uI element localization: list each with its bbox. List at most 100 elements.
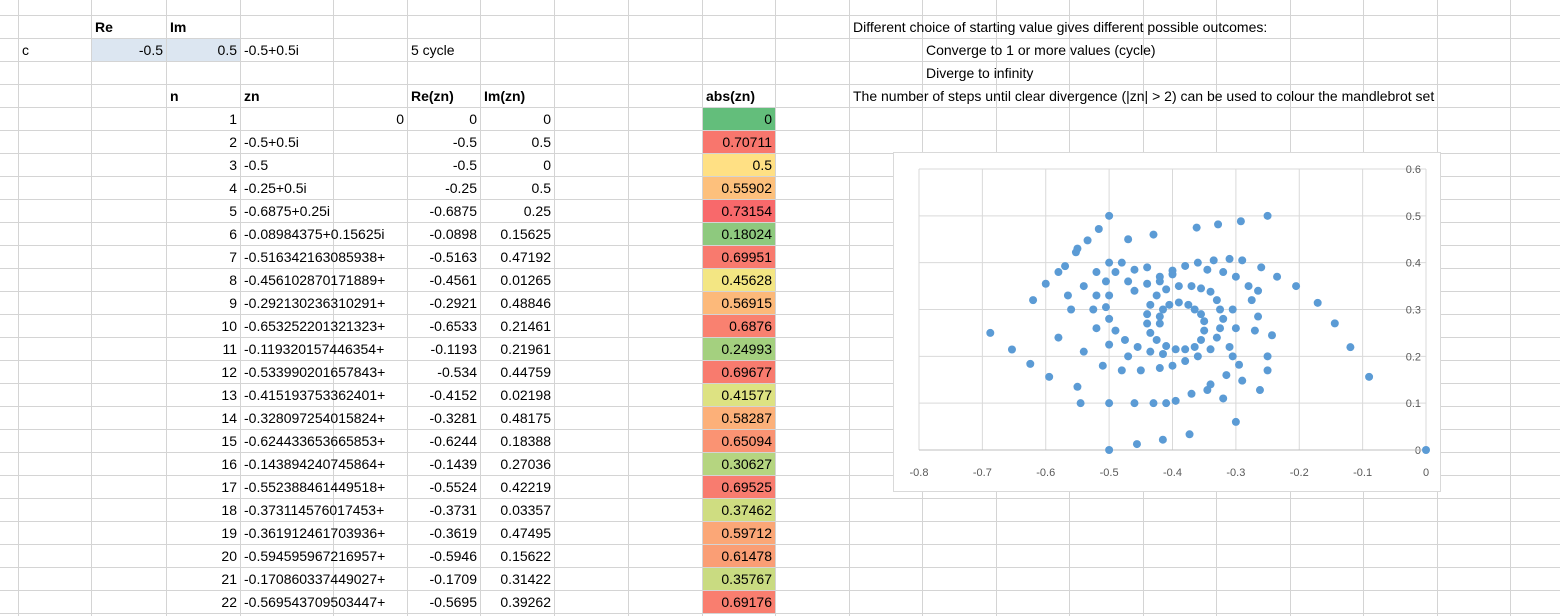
abs-zn-value[interactable]: 0.18024 [721,226,772,242]
im-zn-value[interactable]: 0.27036 [500,456,551,472]
re-zn-value[interactable]: -0.1439 [429,456,477,472]
abs-zn-value[interactable]: 0.69677 [721,364,772,380]
zn-value[interactable]: -0.415193753362401+ [244,387,386,403]
zn-value[interactable]: -0.25+0.5i [244,180,307,196]
abs-zn-value[interactable]: 0.30627 [721,456,772,472]
zn-value[interactable]: -0.456102870171889+ [244,272,386,288]
im-zn-value[interactable]: 0.5 [531,180,551,196]
re-zn-value[interactable]: -0.4152 [429,387,477,403]
note-converge[interactable]: Converge to 1 or more values (cycle) [926,42,1156,58]
im-zn-value[interactable]: 0 [543,111,551,127]
zn-value[interactable]: -0.119320157446354+ [244,341,385,357]
im-zn-value[interactable]: 0.21961 [500,341,551,357]
note-divergence-steps[interactable]: The number of steps until clear divergen… [853,88,1435,104]
header-re[interactable]: Re [95,19,113,35]
re-zn-value[interactable]: -0.5 [452,157,477,173]
n-value[interactable]: 17 [221,479,237,495]
zn-value[interactable]: -0.373114576017453+ [244,502,385,518]
c-real-value[interactable]: -0.5 [138,42,163,58]
abs-zn-value[interactable]: 0.6876 [729,318,772,334]
n-value[interactable]: 16 [221,456,237,472]
re-zn-value[interactable]: -0.1193 [430,341,477,357]
im-zn-value[interactable]: 0.5 [531,134,551,150]
re-zn-value[interactable]: -0.6875 [429,203,477,219]
im-zn-value[interactable]: 0.03357 [500,502,551,518]
n-value[interactable]: 20 [221,548,237,564]
n-value[interactable]: 19 [221,525,237,541]
re-zn-value[interactable]: -0.3281 [429,410,477,426]
re-zn-value[interactable]: -0.25 [445,180,477,196]
re-zn-value[interactable]: -0.534 [437,364,477,380]
im-zn-value[interactable]: 0.25 [523,203,551,219]
im-zn-value[interactable]: 0.42219 [500,479,551,495]
im-zn-value[interactable]: 0.21461 [500,318,551,334]
re-zn-value[interactable]: -0.1709 [429,571,477,587]
label-c[interactable]: c [22,42,29,58]
abs-zn-value[interactable]: 0.69951 [721,249,772,265]
abs-zn-value[interactable]: 0.41577 [721,387,772,403]
zn-value[interactable]: -0.653252201321323+ [244,318,386,334]
scatter-chart[interactable]: -0.8 -0.7 -0.6 -0.5 -0.4 -0.3 -0.2 -0.1 0 0 0.1 0.2… [893,152,1441,492]
c-complex-value[interactable]: -0.5+0.5i [244,42,299,58]
header-zn[interactable]: zn [244,88,260,104]
n-value[interactable]: 13 [221,387,237,403]
zn-value[interactable]: -0.5+0.5i [244,134,299,150]
abs-zn-value[interactable]: 0.5 [752,157,772,173]
zn-value[interactable]: -0.5 [244,157,269,173]
n-value[interactable]: 2 [229,134,237,150]
zn-value[interactable]: -0.533990201657843+ [244,364,386,380]
abs-zn-value[interactable]: 0.61478 [721,548,772,564]
abs-zn-value[interactable]: 0.45628 [721,272,772,288]
n-value[interactable]: 21 [221,571,237,587]
abs-zn-value[interactable]: 0 [764,111,772,127]
zn-value[interactable]: -0.594595967216957+ [244,548,386,564]
re-zn-value[interactable]: -0.5163 [429,249,477,265]
n-value[interactable]: 6 [229,226,237,242]
abs-zn-value[interactable]: 0.24993 [721,341,772,357]
abs-zn-value[interactable]: 0.37462 [721,502,772,518]
abs-zn-value[interactable]: 0.55902 [721,180,772,196]
zn-value[interactable]: -0.170860337449027+ [244,571,386,587]
im-zn-value[interactable]: 0.47192 [500,249,551,265]
re-zn-value[interactable]: -0.5 [452,134,477,150]
n-value[interactable]: 8 [229,272,237,288]
im-zn-value[interactable]: 0.31422 [500,571,551,587]
zn-value[interactable]: -0.624433653665853+ [244,433,386,449]
im-zn-value[interactable]: 0.15622 [500,548,551,564]
abs-zn-value[interactable]: 0.69525 [721,479,772,495]
abs-zn-value[interactable]: 0.56915 [721,295,772,311]
n-value[interactable]: 10 [221,318,237,334]
re-zn-value[interactable]: -0.0898 [429,226,477,242]
im-zn-value[interactable]: 0.48846 [500,295,551,311]
c-imag-value[interactable]: 0.5 [217,42,237,58]
zn-value[interactable]: -0.08984375+0.15625i [244,226,385,242]
note-line-1[interactable]: Different choice of starting value gives… [853,19,1268,35]
re-zn-value[interactable]: -0.5946 [429,548,477,564]
n-value[interactable]: 12 [221,364,237,380]
n-value[interactable]: 18 [221,502,237,518]
n-value[interactable]: 9 [229,295,237,311]
zn-value[interactable]: -0.292130236310291+ [244,295,386,311]
abs-zn-value[interactable]: 0.70711 [722,134,772,150]
n-value[interactable]: 14 [221,410,237,426]
re-zn-value[interactable]: -0.5524 [429,479,477,495]
zn-value[interactable]: -0.552388461449518+ [244,479,386,495]
zn-value[interactable]: -0.516342163085938+ [244,249,386,265]
header-re-zn[interactable]: Re(zn) [411,88,454,104]
re-zn-value[interactable]: -0.3731 [429,502,477,518]
abs-zn-value[interactable]: 0.65094 [721,433,772,449]
header-n[interactable]: n [170,88,179,104]
n-value[interactable]: 22 [221,594,237,610]
abs-zn-value[interactable]: 0.69176 [721,594,772,610]
header-abs-zn[interactable]: abs(zn) [706,88,755,104]
re-zn-value[interactable]: 0 [469,111,477,127]
abs-zn-value[interactable]: 0.35767 [721,571,772,587]
abs-zn-value[interactable]: 0.73154 [721,203,772,219]
im-zn-value[interactable]: 0.02198 [500,387,551,403]
im-zn-value[interactable]: 0.01265 [500,272,551,288]
re-zn-value[interactable]: -0.6244 [429,433,477,449]
note-diverge[interactable]: Diverge to infinity [926,65,1034,81]
n-value[interactable]: 4 [229,180,237,196]
zn-value[interactable]: -0.328097254015824+ [244,410,386,426]
